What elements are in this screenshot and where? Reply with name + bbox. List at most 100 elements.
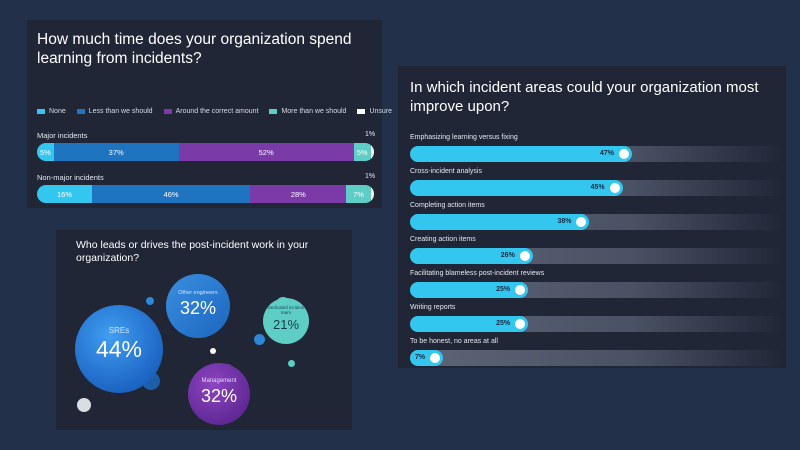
improve-area-track: 47% (410, 146, 784, 162)
improve-area-bar: 45% (410, 180, 623, 196)
improve-area-row: Facilitating blameless post-incident rev… (410, 270, 784, 298)
improve-area-value: 25% (496, 320, 511, 327)
dedicated-team-label: Dedicated incident team (267, 305, 305, 315)
bar-end-knob (519, 251, 530, 261)
improve-area-row: Emphasizing learning versus fixing 47% (410, 134, 784, 162)
major-incidents-bar: 5% 37% 52% 5% (37, 143, 374, 161)
segment-value-label: 16% (57, 189, 73, 199)
legend-label: Less than we should (88, 108, 153, 115)
improve-area-track: 25% (410, 316, 784, 332)
decor-dot (146, 297, 154, 305)
improve-area-label: Creating action items (410, 236, 476, 243)
improve-area-value: 26% (500, 252, 515, 259)
improve-area-label: Facilitating blameless post-incident rev… (410, 270, 545, 277)
improve-area-label: Writing reports (410, 304, 456, 311)
stacked-bar-segment: 16% (37, 185, 93, 203)
improve-area-track: 38% (410, 214, 784, 230)
legend-swatch (163, 109, 172, 114)
legend-item: None (37, 108, 66, 115)
time-spent-legend: None Less than we should Around the correc… (37, 108, 403, 115)
decor-dot (254, 334, 265, 345)
segment-value-label: 7% (353, 189, 364, 199)
major-incidents-label: Major incidents (37, 131, 88, 140)
stacked-bar-segment (370, 143, 374, 161)
legend-label: None (49, 108, 66, 115)
decor-dot (210, 348, 216, 354)
other-engineers-value: 32% (179, 298, 217, 318)
time-spent-title: How much time does your organization spe… (37, 31, 352, 67)
legend-item: Unsure (357, 108, 392, 115)
non-major-incidents-label: Non-major incidents (37, 173, 104, 182)
segment-value-label: 46% (163, 189, 179, 199)
decor-dot (77, 398, 91, 412)
decor-dot (288, 360, 295, 367)
legend-label: Around the correct amount (175, 108, 259, 115)
improve-area-bar: 7% (410, 350, 444, 366)
improve-area-bar: 47% (410, 146, 632, 162)
improve-area-value: 47% (599, 150, 614, 157)
stacked-bar-segment: 5% (353, 143, 371, 161)
improve-area-bar: 25% (410, 316, 529, 332)
improve-area-value: 45% (590, 184, 605, 191)
improve-area-bar: 38% (410, 214, 590, 230)
improve-area-track: 25% (410, 282, 784, 298)
improve-area-track: 26% (410, 248, 784, 264)
segment-value-label: 37% (108, 147, 124, 157)
stacked-bar-segment: 7% (346, 185, 371, 203)
stacked-bar-segment: 46% (92, 185, 251, 203)
segment-value-label: 5% (40, 147, 51, 157)
segment-value-label: 5% (356, 147, 368, 157)
improve-area-value: 38% (557, 218, 572, 225)
improve-area-label: Cross-incident analysis (410, 168, 482, 175)
improve-area-label: To be honest, no areas at all (410, 338, 498, 345)
legend-swatch (37, 109, 45, 114)
dedicated-team-bubble (263, 298, 309, 344)
legend-swatch (357, 109, 366, 114)
sres-bubble (75, 305, 163, 393)
legend-label: More than we should (281, 108, 347, 115)
improve-areas-panel: In which incident areas could your organ… (398, 66, 786, 368)
improve-area-bar: 25% (410, 282, 529, 298)
non-major-unsure-value: 1% (365, 173, 376, 180)
leads-title: Who leads or drives the post-incident wo… (76, 239, 309, 264)
sres-label: SREs (108, 326, 130, 335)
legend-label: Unsure (369, 108, 393, 115)
improve-area-track: 45% (410, 180, 784, 196)
improve-area-row: To be honest, no areas at all 7% (410, 338, 784, 366)
segment-value-label: 28% (290, 189, 306, 199)
bar-end-knob (609, 183, 620, 193)
stacked-bar-segment: 37% (53, 143, 179, 161)
major-unsure-value: 1% (365, 131, 376, 138)
improve-area-value: 25% (496, 286, 511, 293)
improve-area-value: 7% (414, 354, 426, 361)
bar-end-knob (576, 217, 587, 227)
legend-swatch (76, 109, 85, 114)
other-engineers-bubble (166, 274, 230, 338)
management-value: 32% (200, 386, 238, 406)
leads-panel: Who leads or drives the post-incident wo… (56, 230, 352, 430)
stacked-bar-segment: 28% (250, 185, 347, 203)
bar-end-knob (430, 353, 441, 363)
bar-end-knob (515, 319, 526, 329)
bar-end-knob (619, 149, 629, 159)
improve-area-row: Writing reports 25% (410, 304, 784, 332)
legend-item: More than we should (269, 108, 346, 115)
improve-area-row: Cross-incident analysis 45% (410, 168, 784, 196)
improve-area-row: Creating action items 26% (410, 236, 784, 264)
legend-item: Around the correct amount (163, 108, 259, 115)
stacked-bar-segment: 5% (37, 143, 54, 161)
stacked-bar-segment (370, 185, 374, 203)
segment-value-label: 52% (258, 147, 274, 157)
legend-swatch (269, 109, 278, 114)
dedicated-team-value: 21% (272, 317, 300, 332)
non-major-incidents-bar: 16% 46% 28% 7% (37, 185, 374, 203)
management-bubble (188, 363, 250, 425)
management-label: Management (201, 378, 237, 384)
improve-area-track: 7% (410, 350, 784, 366)
bar-end-knob (515, 285, 526, 295)
stacked-bar-segment: 52% (178, 143, 354, 161)
sres-value: 44% (95, 336, 143, 362)
improve-area-bar: 26% (410, 248, 533, 264)
other-engineers-label: Other engineers (178, 290, 218, 296)
improve-area-label: Completing action items (410, 202, 485, 209)
